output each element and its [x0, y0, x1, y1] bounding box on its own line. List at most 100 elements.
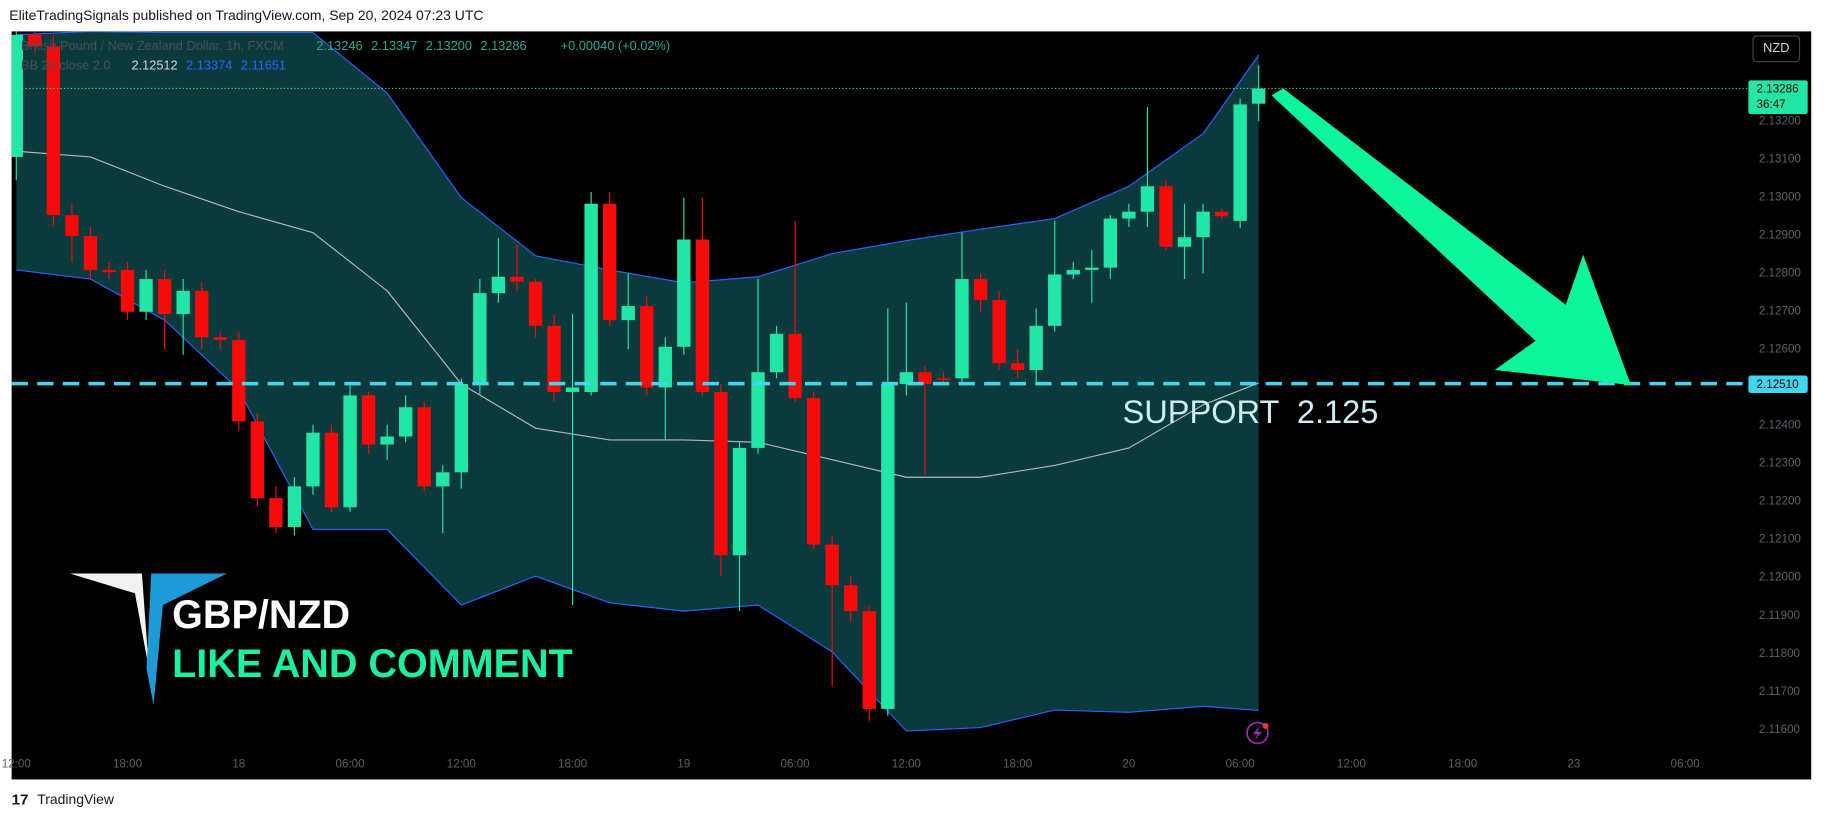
- support-label-box: [1748, 375, 1808, 393]
- candle-body: [176, 290, 190, 315]
- band-line: [16, 269, 1259, 732]
- candle-body: [417, 407, 431, 487]
- legend-ohlc: 2.13347: [371, 38, 417, 53]
- candle-body: [1159, 186, 1173, 247]
- candle-body: [918, 372, 932, 385]
- alert-icon[interactable]: [1246, 721, 1269, 745]
- candle-body: [547, 325, 561, 393]
- y-tick-label: 2.12000: [1759, 571, 1802, 584]
- x-tick-label: 18:00: [113, 757, 143, 770]
- candle-body: [1066, 269, 1080, 275]
- bands-layer: [16, 31, 1260, 732]
- candle-body: [250, 421, 265, 499]
- y-tick-label: 2.11900: [1759, 609, 1801, 622]
- legend-change: +0.00040 (+0.02%): [561, 38, 670, 53]
- y-tick-label: 2.13200: [1759, 114, 1802, 127]
- band-line: [16, 150, 1259, 478]
- y-tick-label: 2.13000: [1759, 190, 1802, 203]
- candle-body: [825, 544, 839, 586]
- candle-body: [46, 46, 61, 216]
- candle-body: [1122, 211, 1136, 219]
- candle-body: [1196, 211, 1210, 238]
- alert-bolt: [1252, 725, 1263, 740]
- y-tick-label: 2.11700: [1759, 685, 1801, 698]
- legend-ohlc: 2.13246: [316, 38, 362, 53]
- candle-body: [157, 279, 172, 315]
- candle-body: [65, 215, 79, 237]
- cta-annotation: LIKE AND COMMENT: [172, 642, 573, 686]
- candle-body: [584, 203, 598, 393]
- logo-blue: [146, 573, 227, 705]
- candle-body: [1048, 274, 1062, 326]
- y-tick-label: 2.12800: [1759, 266, 1802, 279]
- candle-body: [1252, 88, 1266, 104]
- alert-dot: [1262, 723, 1269, 729]
- legend-indicator-value: 2.11651: [241, 58, 286, 73]
- candle-body: [677, 239, 691, 347]
- x-tick-label: 18:00: [1448, 757, 1478, 770]
- candle-body: [343, 395, 357, 508]
- candle-body: [528, 281, 543, 326]
- candle-body: [936, 378, 951, 380]
- candle-body: [1029, 325, 1043, 370]
- candle-body: [287, 486, 302, 528]
- currency-button[interactable]: [1752, 35, 1801, 63]
- legend-indicator-value: 2.12512: [131, 58, 177, 73]
- countdown: 36:47: [1757, 98, 1786, 111]
- x-tick-label: 12:00: [2, 757, 32, 770]
- candle-body: [1214, 211, 1229, 217]
- x-tick-label: 19: [677, 757, 690, 770]
- candle-body: [862, 611, 876, 709]
- candle-body: [102, 269, 116, 273]
- candle-body: [139, 279, 153, 312]
- x-tick-label: 06:00: [781, 757, 811, 770]
- pair-annotation: GBP/NZD: [172, 593, 350, 637]
- candle-body: [195, 290, 209, 338]
- currency[interactable]: NZD: [1763, 40, 1789, 55]
- arrow: [1271, 88, 1631, 386]
- legend-indicator: BB 25 close 2.0: [21, 58, 111, 73]
- y-tick-label: 2.12400: [1759, 419, 1802, 432]
- candle-body: [213, 337, 227, 340]
- y-tick-label: 2.13100: [1759, 152, 1802, 165]
- y-tick-label: 2.12900: [1759, 228, 1802, 241]
- candle-body: [621, 306, 635, 321]
- candle-body: [491, 276, 506, 294]
- candle-body: [973, 279, 988, 300]
- candle-body: [565, 387, 580, 393]
- x-tick-label: 18:00: [558, 757, 588, 770]
- candle-body: [436, 472, 450, 487]
- candle-body: [695, 239, 710, 393]
- candle-body: [306, 432, 320, 487]
- overlay-layer: 2.11600 2.11700 2.11800 2.11900 2.12000 2.121…: [2, 38, 1808, 770]
- x-tick-label: 12:00: [892, 757, 922, 770]
- candle-body: [28, 34, 42, 47]
- x-tick-label: 12:00: [1337, 757, 1367, 770]
- price-label-box: [1748, 80, 1808, 115]
- y-tick-label: 2.12700: [1759, 304, 1802, 317]
- candle-body: [732, 447, 747, 556]
- candle-body: [714, 392, 728, 556]
- header: EliteTradingSignals published on Trading…: [9, 7, 483, 23]
- candle-body: [1103, 218, 1118, 268]
- x-tick-label: 06:00: [1671, 757, 1701, 770]
- y-tick-label: 2.11600: [1759, 723, 1801, 736]
- band-line: [16, 31, 1260, 284]
- x-tick-label: 12:00: [447, 757, 477, 770]
- candle-body: [658, 346, 672, 388]
- candle-body: [454, 384, 468, 473]
- candle-body: [11, 34, 23, 157]
- candle-body: [788, 333, 802, 399]
- candle-body: [324, 432, 339, 508]
- price-label: 2.13286: [1757, 83, 1799, 96]
- candle-body: [399, 407, 413, 437]
- candle-body: [955, 279, 969, 379]
- y-tick-label: 2.12300: [1759, 457, 1802, 470]
- y-tick-label: 2.12200: [1759, 495, 1802, 508]
- candle-body: [120, 269, 135, 312]
- legend-indicator-value: 2.13374: [186, 58, 232, 73]
- candle-body: [380, 436, 394, 445]
- x-tick-label: 06:00: [336, 757, 366, 770]
